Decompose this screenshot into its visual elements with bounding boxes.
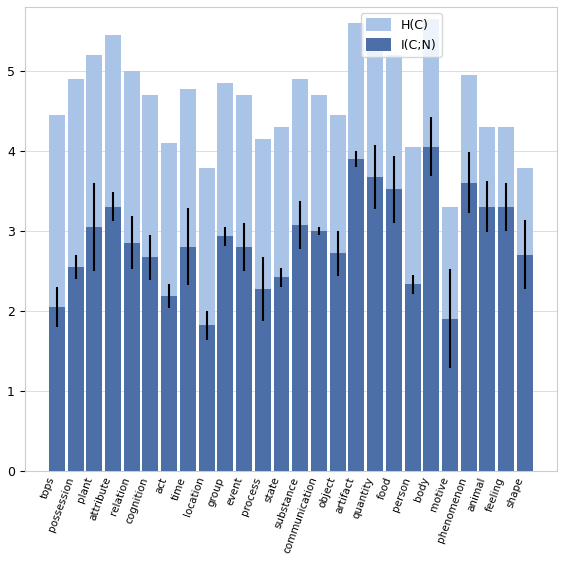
Bar	[479, 207, 495, 471]
Bar	[236, 95, 252, 471]
Bar	[386, 55, 402, 471]
Bar	[424, 147, 439, 471]
Bar	[68, 267, 83, 471]
Bar	[311, 95, 327, 471]
Bar	[442, 319, 458, 471]
Bar	[479, 127, 495, 471]
Bar	[517, 255, 533, 471]
Bar	[236, 247, 252, 471]
Legend: H(C), I(C;N): H(C), I(C;N)	[361, 13, 442, 57]
Bar	[199, 169, 214, 471]
Bar	[49, 307, 65, 471]
Bar	[217, 237, 233, 471]
Bar	[255, 289, 271, 471]
Bar	[498, 127, 514, 471]
Bar	[292, 79, 308, 471]
Bar	[255, 139, 271, 471]
Bar	[367, 177, 383, 471]
Bar	[49, 115, 65, 471]
Bar	[161, 296, 177, 471]
Bar	[199, 325, 214, 471]
Bar	[330, 253, 346, 471]
Bar	[86, 227, 102, 471]
Bar	[461, 183, 477, 471]
Bar	[161, 143, 177, 471]
Bar	[311, 231, 327, 471]
Bar	[86, 55, 102, 471]
Bar	[105, 207, 121, 471]
Bar	[349, 23, 364, 471]
Bar	[180, 88, 196, 471]
Bar	[124, 71, 140, 471]
Bar	[180, 247, 196, 471]
Bar	[517, 169, 533, 471]
Bar	[442, 207, 458, 471]
Bar	[498, 207, 514, 471]
Bar	[124, 243, 140, 471]
Bar	[404, 284, 421, 471]
Bar	[274, 277, 289, 471]
Bar	[68, 79, 83, 471]
Bar	[349, 159, 364, 471]
Bar	[404, 147, 421, 471]
Bar	[217, 83, 233, 471]
Bar	[461, 75, 477, 471]
Bar	[292, 225, 308, 471]
Bar	[424, 19, 439, 471]
Bar	[105, 35, 121, 471]
Bar	[143, 257, 158, 471]
Bar	[330, 115, 346, 471]
Bar	[386, 189, 402, 471]
Bar	[274, 127, 289, 471]
Bar	[367, 47, 383, 471]
Bar	[143, 95, 158, 471]
